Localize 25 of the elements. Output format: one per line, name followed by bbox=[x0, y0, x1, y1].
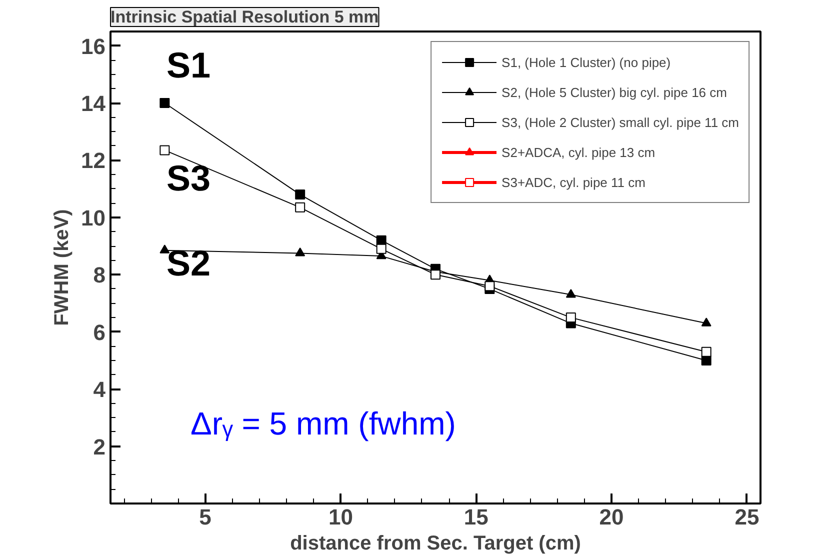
y-axis-title: FWHM (keV) bbox=[51, 209, 74, 326]
x-axis-title: distance from Sec. Target (cm) bbox=[290, 532, 581, 554]
legend-label: S2, (Hole 5 Cluster) big cyl. pipe 16 cm bbox=[502, 84, 727, 100]
annotation: S3 bbox=[166, 158, 211, 198]
annotation: Δrᵧ = 5 mm (fwhm) bbox=[190, 406, 456, 442]
legend-label: S2+ADCA, cyl. pipe 13 cm bbox=[502, 144, 656, 160]
chart-title: Intrinsic Spatial Resolution 5 mm bbox=[110, 8, 379, 26]
annotation: S2 bbox=[166, 242, 211, 284]
y-tick-label: 8 bbox=[93, 262, 106, 288]
x-tick-label: 5 bbox=[199, 504, 212, 530]
y-tick-label: 6 bbox=[93, 320, 106, 345]
y-tick-label: 10 bbox=[81, 205, 106, 230]
y-tick-label: 12 bbox=[81, 148, 106, 174]
x-tick-label: 20 bbox=[599, 504, 624, 530]
y-tick-label: 2 bbox=[93, 434, 106, 460]
legend-label: S3, (Hole 2 Cluster) small cyl. pipe 11 cm bbox=[502, 114, 739, 130]
y-tick-label: 4 bbox=[93, 377, 106, 402]
x-tick-label: 25 bbox=[734, 504, 760, 530]
legend-label: S1, (Hole 1 Cluster) (no pipe) bbox=[502, 54, 671, 70]
legend-label: S3+ADC, cyl. pipe 11 cm bbox=[502, 174, 646, 190]
x-tick-label: 15 bbox=[464, 504, 488, 530]
annotation: S1 bbox=[166, 44, 211, 86]
y-tick-label: 16 bbox=[81, 34, 106, 59]
x-tick-label: 10 bbox=[328, 504, 353, 530]
y-tick-label: 14 bbox=[81, 91, 106, 116]
